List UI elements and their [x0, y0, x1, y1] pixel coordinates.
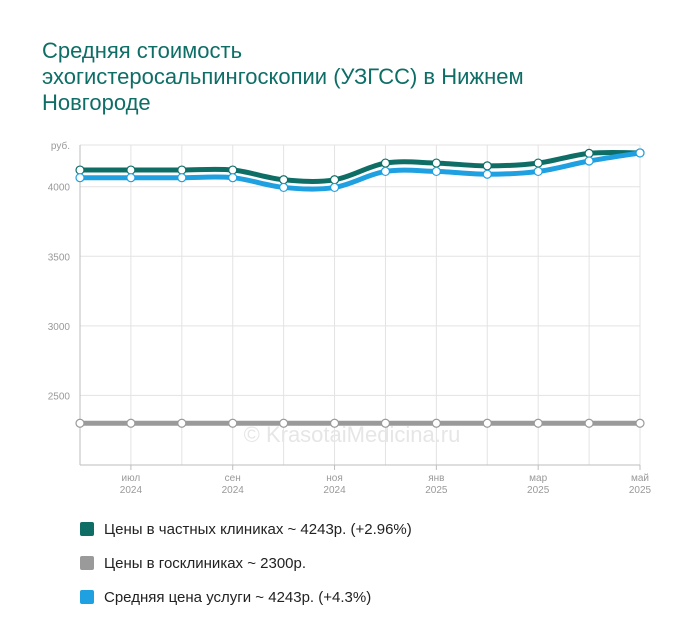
x-tick-label-month: сен: [225, 473, 241, 484]
chart-title: Средняя стоимость эхогистеросальпингоско…: [42, 38, 642, 116]
data-point: [279, 418, 289, 428]
legend-swatch-public: [80, 556, 94, 570]
chart-title-line-1: Средняя стоимость: [42, 38, 243, 63]
legend-item-public[interactable]: Цены в госклиниках ~ 2300р.: [80, 546, 412, 580]
data-point: [329, 182, 340, 193]
data-point: [380, 158, 391, 168]
data-point: [177, 418, 187, 428]
data-point: [584, 156, 594, 166]
data-point: [228, 165, 238, 175]
data-point: [635, 418, 645, 428]
data-point: [75, 173, 85, 183]
x-tick-label-month: ноя: [326, 473, 343, 484]
data-point: [533, 166, 543, 177]
x-tick-label-year: 2024: [222, 485, 245, 496]
data-point: [279, 182, 289, 193]
data-point: [584, 148, 594, 158]
data-point: [126, 165, 136, 175]
data-point: [177, 173, 187, 183]
x-tick-label-month: янв: [428, 473, 444, 484]
data-point: [482, 418, 492, 428]
data-point: [329, 418, 340, 428]
data-point: [533, 418, 543, 428]
x-tick-label-month: июл: [122, 473, 141, 484]
data-point: [431, 166, 441, 177]
data-point: [228, 418, 238, 428]
data-point: [431, 158, 441, 168]
chart-title-line-3: Новгороде: [42, 90, 151, 115]
x-tick-label-month: май: [631, 473, 649, 484]
legend-item-average[interactable]: Средняя цена услуги ~ 4243р. (+4.3%): [80, 580, 412, 614]
x-tick-label-month: мар: [529, 473, 547, 484]
data-point: [75, 165, 85, 175]
watermark-text: © KrasotaiMedicina.ru: [244, 422, 461, 447]
chart-legend: Цены в частных клиниках ~ 4243р. (+2.96%…: [80, 512, 412, 614]
data-point: [279, 175, 289, 185]
data-point: [431, 418, 441, 428]
x-tick-label-year: 2024: [120, 485, 143, 496]
legend-swatch-private: [80, 522, 94, 536]
y-tick-label: 3500: [48, 252, 71, 263]
legend-label-private: Цены в частных клиниках ~ 4243р. (+2.96%…: [104, 520, 412, 538]
y-tick-label: 4000: [48, 183, 71, 194]
x-tick-label-year: 2024: [323, 485, 346, 496]
chart-title-line-2: эхогистеросальпингоскопии (УЗГСС) в Нижн…: [42, 64, 524, 89]
legend-label-average: Средняя цена услуги ~ 4243р. (+4.3%): [104, 588, 372, 606]
data-point: [482, 169, 492, 179]
data-point: [635, 148, 645, 158]
data-point: [380, 166, 391, 177]
data-point: [75, 418, 85, 428]
data-point: [177, 165, 187, 175]
data-point: [329, 175, 340, 185]
legend-swatch-average: [80, 590, 94, 604]
x-tick-label-year: 2025: [527, 485, 550, 496]
y-tick-label: 3000: [48, 322, 71, 333]
data-point: [126, 173, 136, 183]
data-point: [482, 161, 492, 171]
y-axis-unit-label: руб.: [51, 140, 70, 152]
legend-label-public: Цены в госклиниках ~ 2300р.: [104, 554, 307, 572]
data-point: [380, 418, 391, 428]
data-point: [533, 158, 543, 168]
x-tick-label-year: 2025: [629, 485, 652, 496]
y-tick-label: 2500: [48, 391, 71, 402]
legend-item-private[interactable]: Цены в частных клиниках ~ 4243р. (+2.96%…: [80, 512, 412, 546]
x-tick-label-year: 2025: [425, 485, 448, 496]
data-point: [584, 418, 594, 428]
data-point: [228, 173, 238, 183]
data-point: [126, 418, 136, 428]
